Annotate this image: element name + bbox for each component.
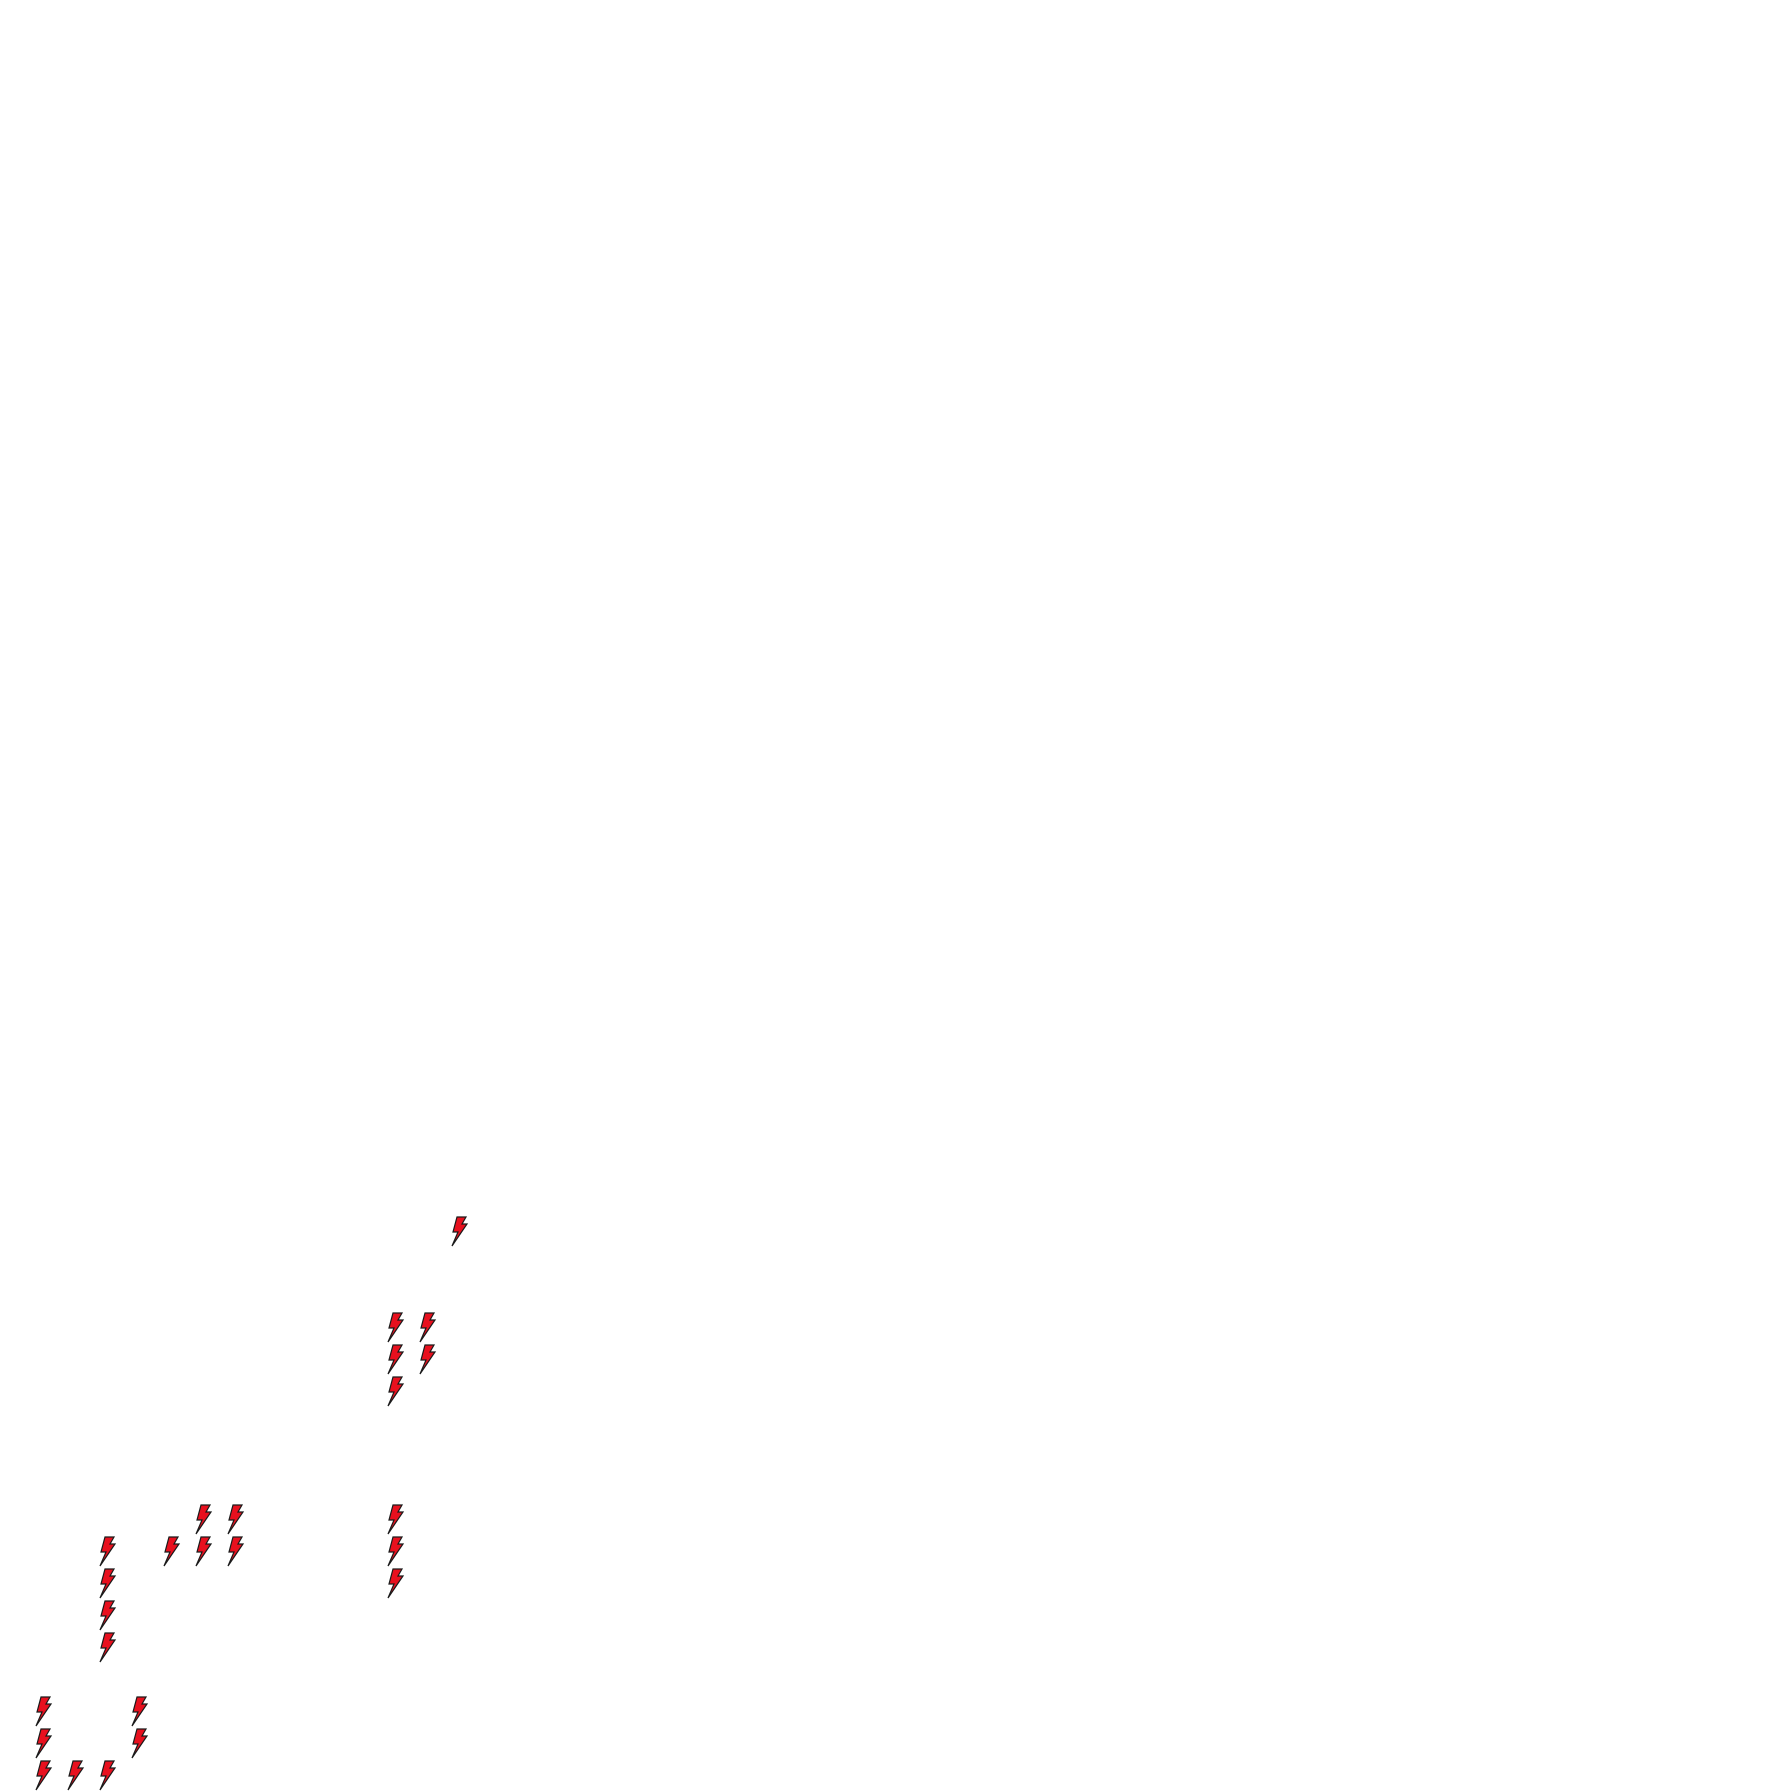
background <box>0 0 1792 1792</box>
page: {} <box>0 0 1792 1792</box>
game-board <box>0 0 1792 1792</box>
